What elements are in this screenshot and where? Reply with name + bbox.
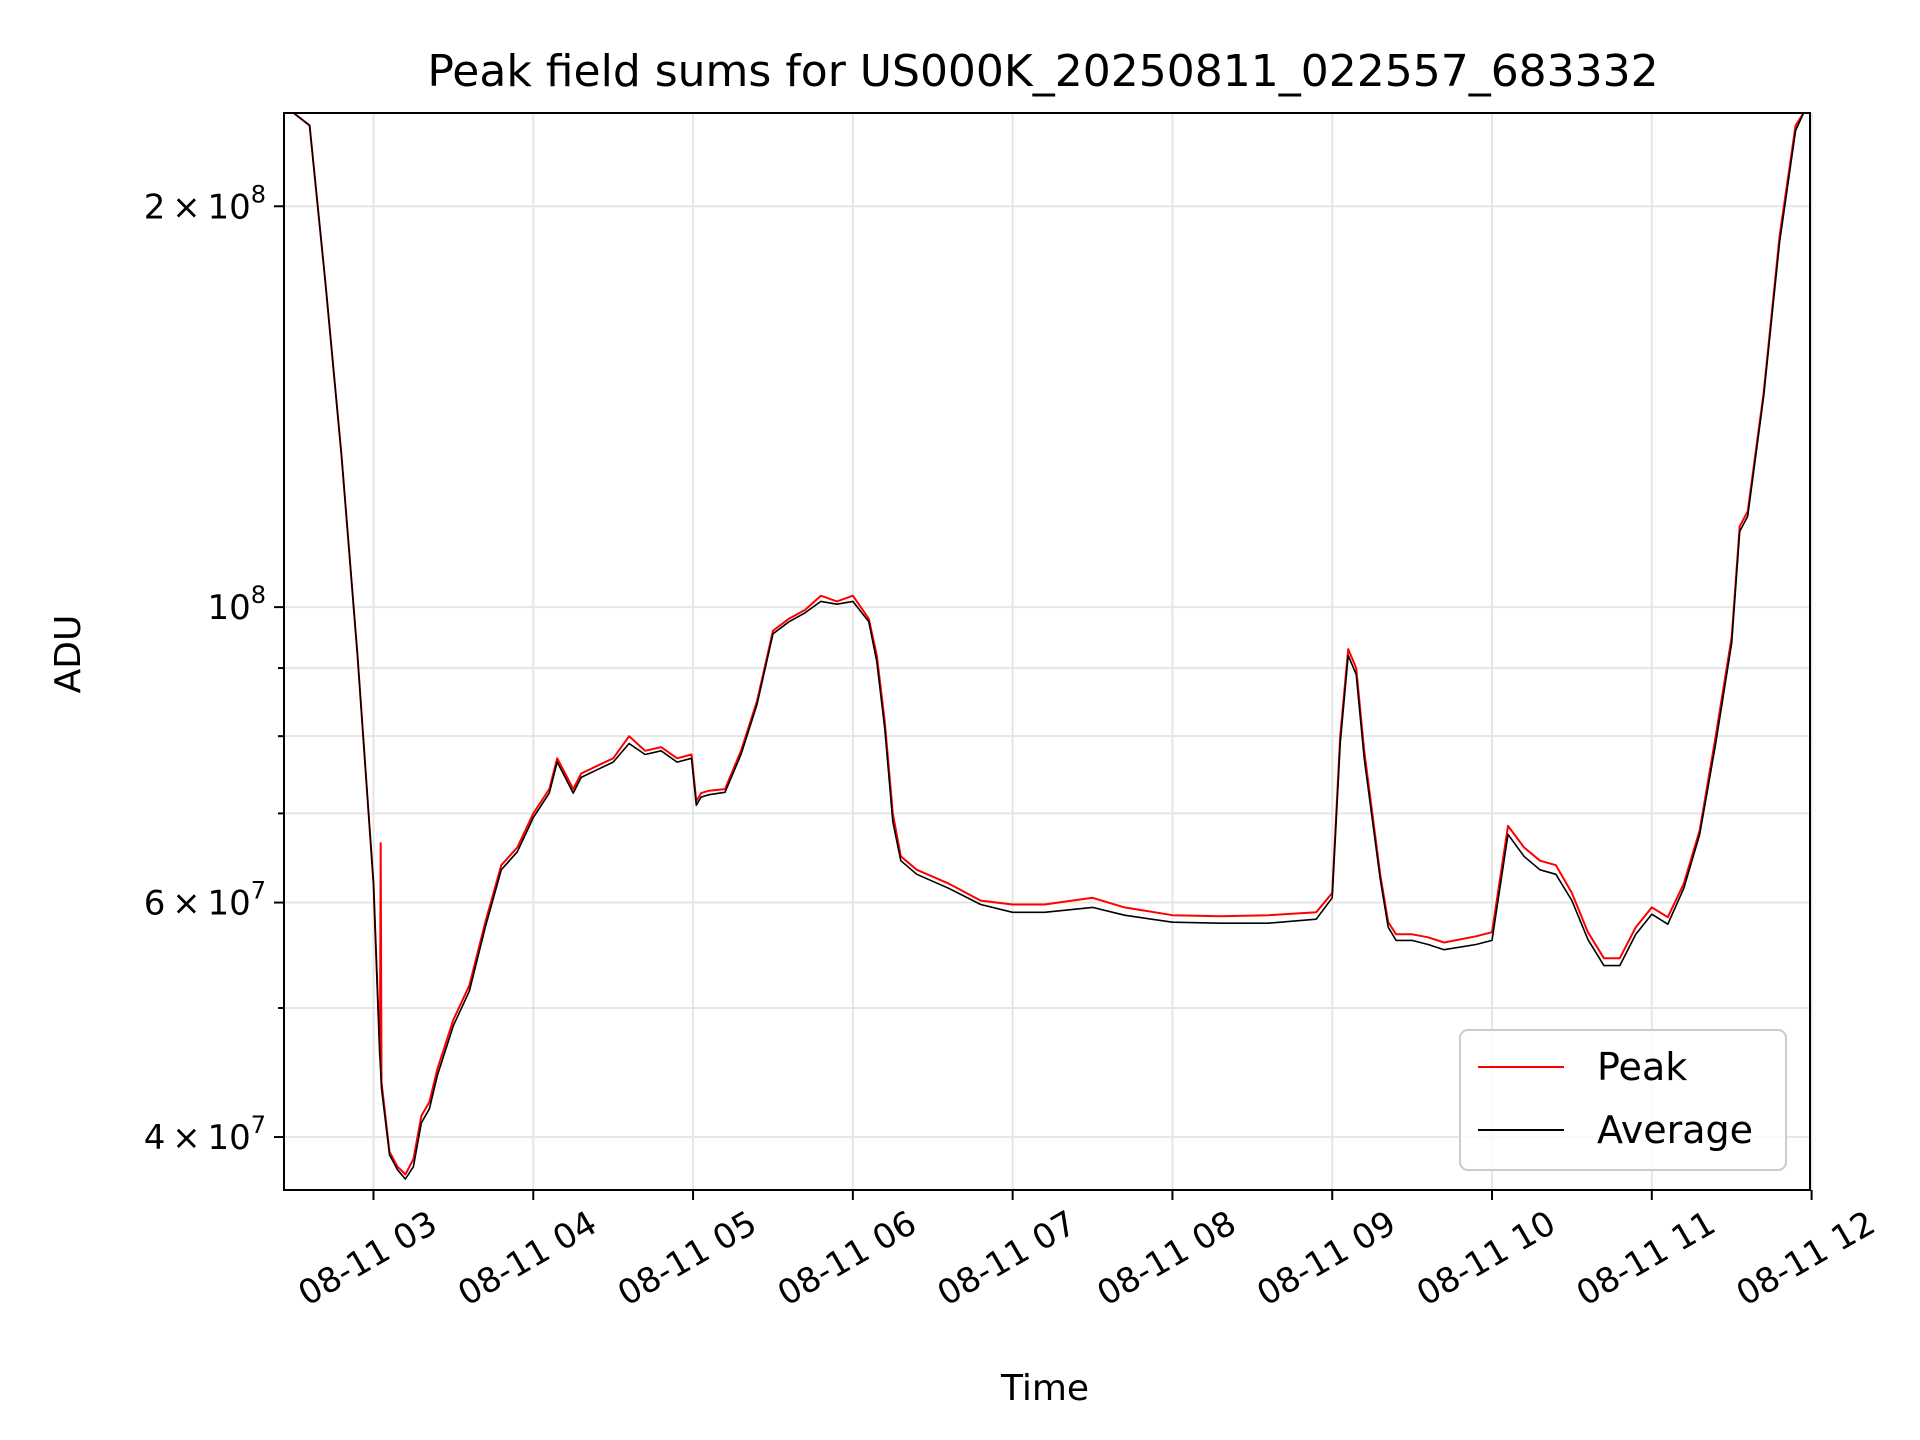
plot-frame: [283, 112, 1811, 1191]
legend: Peak Average: [1459, 1029, 1787, 1171]
x-axis-label: Time: [1000, 1368, 1089, 1409]
y-tick-label: 6 × 107: [144, 877, 266, 924]
legend-label-peak: Peak: [1597, 1045, 1687, 1089]
y-tick-label: 2 × 108: [144, 180, 266, 227]
chart-title: Peak field sums for US000K_20250811_0225…: [427, 46, 1658, 97]
y-axis-label: ADU: [48, 615, 89, 694]
legend-label-average: Average: [1597, 1108, 1753, 1152]
legend-box: [1459, 1029, 1787, 1171]
y-axis: 4 × 107 6 × 107 108 2 × 108: [144, 180, 284, 1158]
grid: [284, 113, 1813, 1190]
y-tick-label: 4 × 107: [144, 1111, 266, 1158]
series-line-average: [293, 113, 1805, 1180]
series-layer: [292, 113, 1805, 1180]
y-tick-label: 108: [207, 581, 266, 628]
